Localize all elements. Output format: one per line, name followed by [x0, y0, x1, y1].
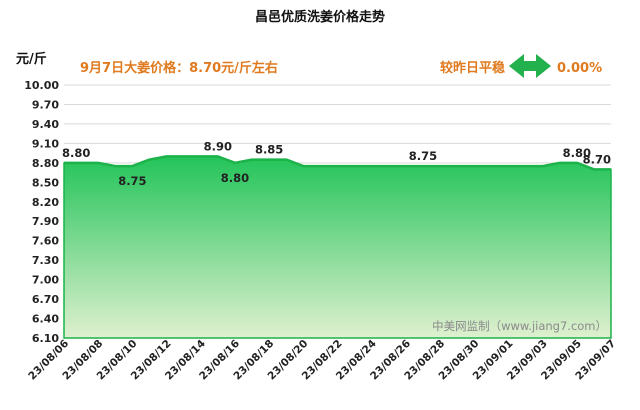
price-area [63, 155, 612, 339]
data-label: 8.80 [62, 146, 90, 160]
watermark-text: 中美网监制（www.jiang7.com） [432, 319, 607, 333]
data-label: 8.75 [409, 149, 437, 163]
y-tick-label: 7.60 [32, 235, 59, 248]
y-tick-label: 6.70 [32, 293, 59, 306]
y-tick-label: 8.50 [32, 176, 59, 189]
double-arrow-icon [509, 54, 551, 78]
y-tick-label: 6.10 [32, 332, 59, 345]
data-label: 8.80 [221, 171, 249, 185]
y-tick-label: 8.80 [32, 157, 59, 170]
y-tick-label: 7.30 [32, 254, 59, 267]
y-tick-label: 10.00 [24, 79, 59, 92]
y-tick-label: 7.00 [32, 274, 59, 287]
trend-annotation: 较昨日平稳 [440, 60, 505, 76]
y-tick-label: 9.10 [32, 137, 59, 150]
chart-title: 昌邑优质洗姜价格走势 [255, 9, 385, 25]
data-label: 8.80 [563, 146, 591, 160]
data-label: 8.85 [255, 143, 283, 157]
price-line [64, 155, 611, 171]
today-price-annotation: 9月7日大姜价格：8.70元/斤左右 [80, 60, 278, 76]
data-label: 8.75 [118, 174, 146, 188]
y-tick-label: 9.70 [32, 98, 59, 111]
y-axis-ticks: 10.00 9.70 9.40 9.10 8.80 8.50 8.20 7.90 7.60 7.3… [24, 79, 59, 345]
data-label: 8.70 [583, 152, 611, 166]
x-axis-ticks: 23/08/0623/08/0823/08/1023/08/1223/08/14… [26, 338, 618, 383]
data-label: 8.90 [204, 139, 232, 153]
data-labels: 8.808.758.908.808.85 8.75 8.808.70 [62, 139, 611, 188]
y-tick-label: 8.20 [32, 196, 59, 209]
y-tick-label: 7.90 [32, 215, 59, 228]
y-tick-label: 9.40 [32, 118, 59, 131]
y-tick-label: 6.40 [32, 313, 59, 326]
change-percent-annotation: 0.00% [557, 61, 602, 76]
y-axis-unit-label: 元/斤 [16, 51, 47, 67]
